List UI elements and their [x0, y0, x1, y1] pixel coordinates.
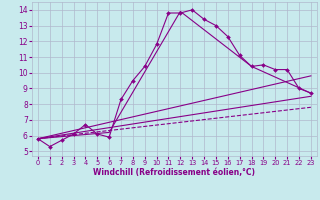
X-axis label: Windchill (Refroidissement éolien,°C): Windchill (Refroidissement éolien,°C) — [93, 168, 255, 177]
